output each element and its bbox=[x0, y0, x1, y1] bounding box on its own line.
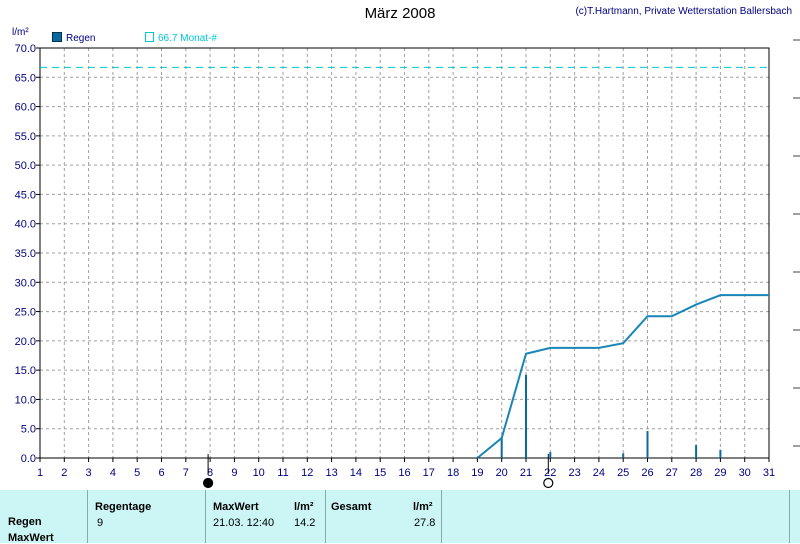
full-moon-icon bbox=[543, 477, 554, 489]
maxwert-header: MaxWert bbox=[213, 501, 259, 513]
x-tick-label: 5 bbox=[134, 467, 140, 479]
x-tick-label: 23 bbox=[568, 467, 580, 479]
y-tick-label: 45.0 bbox=[15, 189, 36, 201]
panel-divider bbox=[205, 490, 206, 543]
x-tick-label: 2 bbox=[61, 467, 67, 479]
x-tick-label: 27 bbox=[666, 467, 678, 479]
x-tick-label: 28 bbox=[690, 467, 702, 479]
row-label-regen: Regen bbox=[8, 516, 42, 528]
y-tick-label: 5.0 bbox=[21, 424, 36, 436]
x-tick-label: 10 bbox=[253, 467, 265, 479]
maxwert-unit: l/m² bbox=[294, 501, 314, 513]
y-tick-label: 35.0 bbox=[15, 248, 36, 260]
panel-divider bbox=[325, 490, 326, 543]
rain-chart: 0.0 5.0 10.0 15.0 20.0 25.0 30.0 35.0 40.0 45.0 50… bbox=[15, 39, 800, 489]
rain-bar bbox=[646, 431, 649, 458]
gesamt-value: 27.8 bbox=[414, 517, 436, 529]
x-tick-label: 29 bbox=[714, 467, 726, 479]
x-tick-label: 25 bbox=[617, 467, 629, 479]
x-tick-label: 7 bbox=[183, 467, 189, 479]
x-tick-label: 18 bbox=[447, 467, 459, 479]
legend-regen: Regen bbox=[52, 32, 95, 44]
x-tick-label: 6 bbox=[158, 467, 164, 479]
cumulative-rain-line bbox=[476, 294, 769, 459]
y-tick-label: 15.0 bbox=[15, 365, 36, 377]
rain-bar bbox=[695, 445, 698, 458]
y-tick-label: 30.0 bbox=[15, 277, 36, 289]
x-tick-label: 30 bbox=[739, 467, 751, 479]
y-tick-label: 10.0 bbox=[15, 394, 36, 406]
y-tick-label: 50.0 bbox=[15, 160, 36, 172]
x-tick-label: 11 bbox=[277, 467, 288, 479]
stats-panel: Regen MaxWert Regentage 9 MaxWert l/m² 2… bbox=[0, 490, 800, 544]
x-tick-label: 26 bbox=[641, 467, 653, 479]
y-tick-label: 25.0 bbox=[15, 307, 36, 319]
y-tick-label: 40.0 bbox=[15, 219, 36, 231]
y-axis-unit: l/m² bbox=[12, 27, 29, 38]
row-label-maxwert: MaxWert bbox=[8, 532, 54, 544]
x-tick-label: 20 bbox=[496, 467, 508, 479]
plot-frame bbox=[39, 47, 770, 459]
x-tick-label: 9 bbox=[231, 467, 237, 479]
y-tick-label: 55.0 bbox=[15, 131, 36, 143]
x-tick-label: 22 bbox=[544, 467, 556, 479]
x-tick-label: 14 bbox=[350, 467, 362, 479]
rain-bar bbox=[549, 452, 552, 458]
x-tick-label: 8 bbox=[207, 467, 213, 479]
rain-bar bbox=[500, 438, 503, 458]
x-tick-label: 19 bbox=[471, 467, 483, 479]
maxwert-value: 14.2 bbox=[294, 517, 316, 529]
x-tick-label: 3 bbox=[86, 467, 92, 479]
x-tick-label: 31 bbox=[763, 467, 775, 479]
rain-bar bbox=[719, 449, 722, 458]
maxwert-time: 21.03. 12:40 bbox=[213, 517, 275, 529]
legend-regen-label: Regen bbox=[66, 33, 96, 44]
regentage-header: Regentage bbox=[95, 501, 152, 513]
x-tick-label: 15 bbox=[374, 467, 386, 479]
chart-title: März 2008 bbox=[364, 5, 436, 22]
y-tick-label: 0.0 bbox=[21, 453, 36, 465]
y-tick-label: 65.0 bbox=[15, 72, 36, 84]
x-tick-label: 13 bbox=[325, 467, 337, 479]
x-tick-label: 1 bbox=[37, 467, 43, 479]
y-tick-label: 60.0 bbox=[15, 102, 36, 114]
rain-bar bbox=[525, 374, 527, 458]
x-tick-label: 12 bbox=[301, 467, 313, 479]
legend-reference-label: 66.7 Monat-# bbox=[158, 33, 217, 44]
y-tick-label: 20.0 bbox=[15, 336, 36, 348]
x-tick-label: 24 bbox=[593, 467, 605, 479]
x-tick-label: 17 bbox=[423, 467, 435, 479]
copyright-text: (c)T.Hartmann, Private Wetterstation Bal… bbox=[575, 6, 792, 17]
new-moon-icon bbox=[203, 477, 214, 489]
rain-bar bbox=[622, 453, 625, 458]
x-tick-label: 16 bbox=[398, 467, 410, 479]
legend-reference-swatch bbox=[145, 32, 154, 42]
x-tick-label: 21 bbox=[520, 467, 532, 479]
gesamt-header: Gesamt bbox=[331, 501, 372, 513]
panel-divider bbox=[87, 490, 88, 543]
y-tick-label: 70.0 bbox=[15, 43, 36, 55]
legend-regen-swatch bbox=[52, 32, 62, 42]
regentage-value: 9 bbox=[97, 517, 104, 529]
x-tick-label: 4 bbox=[110, 467, 116, 479]
gesamt-unit: l/m² bbox=[413, 501, 433, 513]
legend-reference: 66.7 Monat-# bbox=[145, 32, 217, 44]
panel-divider bbox=[441, 490, 442, 543]
panel-divider bbox=[789, 490, 790, 543]
